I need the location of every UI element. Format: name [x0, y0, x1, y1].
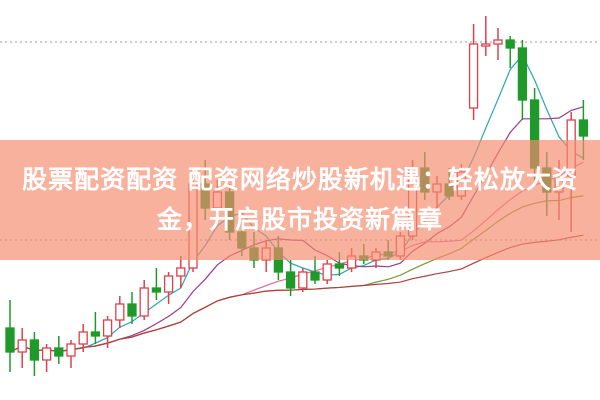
candle-body	[78, 331, 88, 345]
candle-body	[163, 275, 174, 293]
candle-body	[66, 343, 76, 357]
candle-body	[334, 263, 345, 269]
candle-body	[115, 303, 125, 321]
candle-body	[151, 287, 162, 293]
candle-body	[54, 347, 64, 357]
candle-body	[493, 39, 503, 45]
candle-body	[139, 287, 149, 317]
candle-body	[517, 47, 528, 101]
candle-body	[468, 43, 479, 109]
candle-body	[505, 39, 515, 49]
candle-body	[285, 271, 296, 289]
title-banner: 股票配资配资 配资网络炒股新机遇：轻松放大资金，开启股市投资新篇章	[0, 140, 600, 260]
candle-body	[298, 271, 308, 289]
candle-body	[29, 339, 40, 361]
candle-body	[176, 267, 186, 277]
article-title: 股票配资配资 配资网络炒股新机遇：轻松放大资金，开启股市投资新篇章	[22, 165, 578, 234]
candle-body	[310, 271, 320, 281]
candle-body	[90, 331, 101, 337]
candle-body	[481, 43, 491, 47]
candle-body	[127, 303, 137, 317]
candle-body	[322, 263, 332, 281]
candle-body	[17, 339, 27, 353]
ma-line-5	[9, 54, 584, 353]
candle-body	[102, 319, 113, 337]
candle-body	[41, 347, 52, 361]
candle-body	[578, 119, 589, 137]
candle-body	[5, 327, 15, 353]
